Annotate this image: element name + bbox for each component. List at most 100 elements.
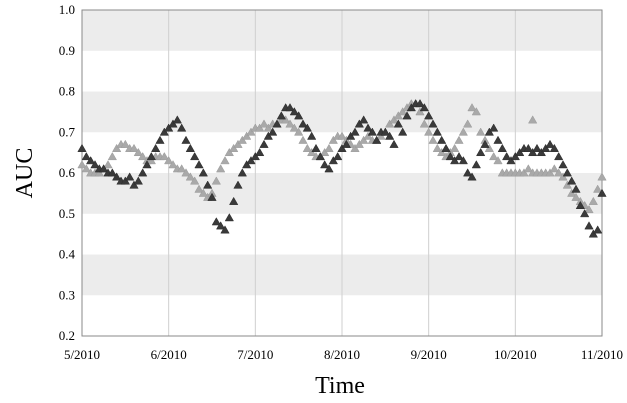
dark-series-point	[541, 143, 551, 152]
dark-series-point	[99, 164, 109, 173]
dark-series-point	[328, 156, 338, 165]
dark-series-point	[536, 147, 546, 157]
dark-series-point	[324, 164, 334, 173]
light-series-point	[229, 143, 239, 152]
light-series-point	[363, 131, 373, 140]
light-series-point	[81, 164, 91, 173]
light-series-point	[328, 135, 338, 144]
dark-series-point	[497, 143, 507, 152]
dark-series-point	[354, 119, 364, 128]
light-series-point	[307, 147, 317, 157]
dark-series-point	[207, 192, 217, 201]
light-series-point	[424, 127, 434, 136]
dark-series-point	[424, 111, 434, 120]
dark-series-point	[138, 168, 148, 177]
light-series-point	[428, 135, 438, 144]
light-series-point	[350, 143, 360, 152]
dark-series-point	[216, 221, 226, 230]
dark-series-point	[363, 123, 373, 132]
dark-series-point	[229, 196, 239, 205]
dark-series-point	[289, 107, 299, 116]
light-series-point	[107, 151, 117, 161]
y-tick-label: 0.7	[59, 124, 76, 139]
dark-series-point	[558, 160, 568, 169]
dark-series-point	[242, 160, 252, 169]
dark-series-point	[185, 143, 195, 152]
light-series-point	[385, 119, 395, 128]
light-series-point	[112, 143, 122, 152]
light-series-point	[159, 151, 169, 161]
y-axis-title: AUC	[12, 148, 38, 199]
dark-series-point	[445, 151, 455, 161]
light-series-point	[194, 184, 204, 193]
x-tick-label: 10/2010	[494, 347, 537, 362]
dark-series-point	[86, 156, 96, 165]
light-series-point	[224, 147, 234, 157]
light-series-point	[337, 131, 347, 140]
dark-series-point	[493, 135, 503, 144]
dark-series-point	[246, 156, 256, 165]
light-series-point	[450, 143, 460, 152]
dark-series-point	[203, 180, 213, 189]
light-series-point	[259, 119, 269, 128]
light-series-point	[168, 160, 178, 169]
light-series-point	[432, 143, 442, 152]
light-series-point	[263, 123, 273, 132]
dark-series-point	[380, 127, 390, 136]
dark-series-point	[211, 217, 221, 226]
light-series-point	[571, 192, 581, 201]
dark-series-point	[367, 127, 377, 136]
dark-series-point	[298, 119, 308, 128]
dark-series-point	[81, 151, 91, 161]
dark-series-point	[77, 143, 87, 152]
dark-series-point	[515, 147, 525, 157]
light-series-point	[376, 131, 386, 140]
light-series-point	[393, 111, 403, 120]
dark-series-point	[454, 151, 464, 161]
y-tick-label: 0.2	[59, 328, 75, 343]
light-series-point	[294, 127, 304, 136]
dark-series-point	[350, 127, 360, 136]
light-series-point	[454, 135, 464, 144]
light-series-point	[467, 103, 477, 112]
dark-series-point	[276, 111, 286, 120]
dark-series-point	[285, 103, 295, 112]
dark-series-point	[272, 119, 282, 128]
dark-series-point	[164, 123, 174, 132]
light-series-point	[493, 156, 503, 165]
dark-series-point	[151, 143, 161, 152]
dark-series-point	[224, 213, 234, 222]
light-series-point	[164, 156, 174, 165]
dark-series-point	[549, 143, 559, 152]
dark-series-point	[441, 143, 451, 152]
dark-series-point	[294, 111, 304, 120]
light-series-point	[216, 164, 226, 173]
dark-series-point	[133, 176, 143, 185]
dark-series-point	[172, 115, 182, 124]
dark-series-point	[220, 225, 230, 234]
light-series-point	[562, 180, 572, 189]
light-series-point	[558, 172, 568, 181]
dark-series-point	[480, 139, 490, 148]
dark-series-point	[90, 160, 100, 169]
dark-series-point	[506, 156, 516, 165]
light-series-point	[324, 143, 334, 152]
y-tick-label: 0.5	[59, 206, 75, 221]
light-series-point	[255, 123, 265, 132]
dark-series-point	[571, 184, 581, 193]
dark-series-point	[597, 188, 607, 197]
light-series-point	[190, 176, 200, 185]
light-series-point	[398, 107, 408, 116]
light-series-point	[133, 147, 143, 157]
dark-series-point	[428, 119, 438, 128]
dark-series-point	[155, 135, 165, 144]
light-series-point	[320, 147, 330, 157]
dark-series-point	[467, 172, 477, 181]
y-tick-label: 0.6	[59, 165, 76, 180]
dark-series-point	[263, 131, 273, 140]
light-series-point	[129, 143, 139, 152]
light-series-point	[437, 147, 447, 157]
dark-series-point	[311, 143, 321, 152]
dark-series-point	[337, 143, 347, 152]
dark-series-point	[268, 127, 278, 136]
